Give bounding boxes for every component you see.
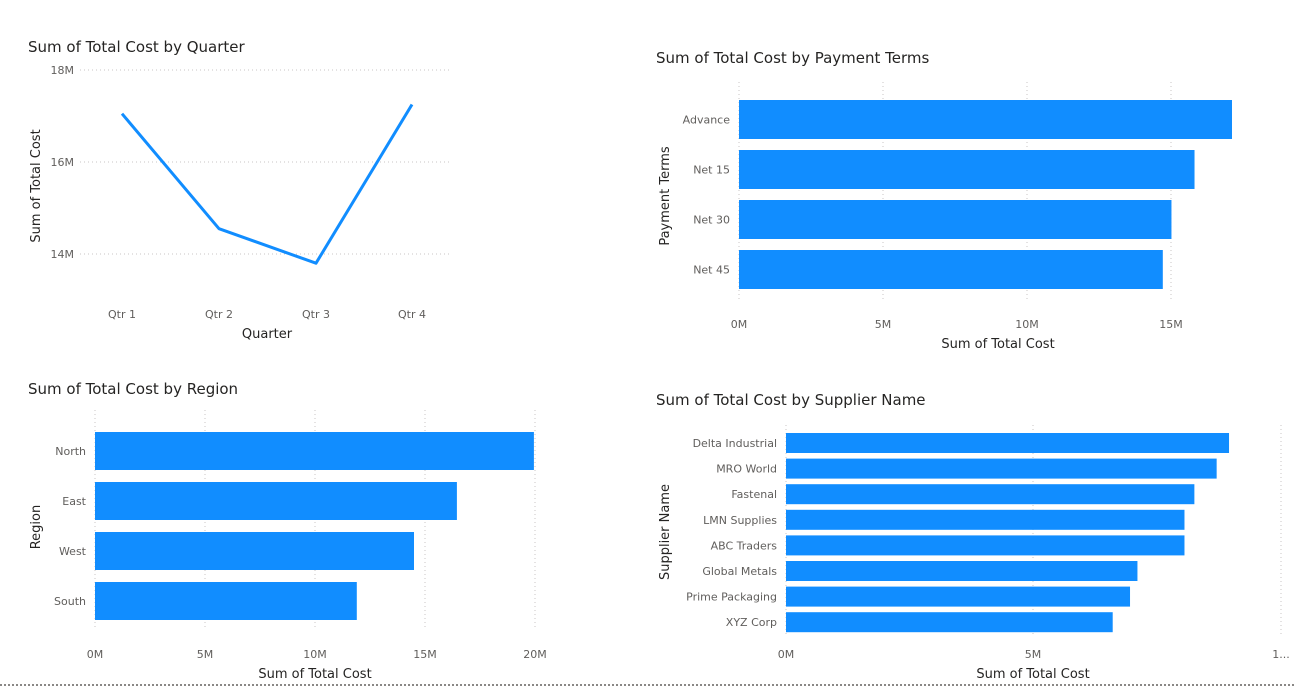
x-axis-title: Sum of Total Cost bbox=[258, 667, 371, 682]
bar-chart-plot: 0M 5M 10M 15M Advance Net 15 Net 30 Net 45 Sum o… bbox=[658, 82, 1232, 352]
y-tick-label: Advance bbox=[683, 114, 731, 127]
x-tick-label: 5M bbox=[1025, 648, 1042, 661]
x-tick-label: Qtr 2 bbox=[205, 308, 233, 321]
x-axis-title: Sum of Total Cost bbox=[976, 667, 1089, 682]
bar bbox=[786, 458, 1217, 479]
bar bbox=[786, 484, 1195, 505]
y-tick-label: Prime Packaging bbox=[686, 591, 777, 604]
bar bbox=[95, 532, 414, 570]
y-tick-label: MRO World bbox=[716, 463, 777, 476]
line-chart-plot: 14M 16M 18M Qtr 1 Qtr 2 Qtr 3 Qtr 4 Quarter Sum … bbox=[29, 64, 450, 342]
bar bbox=[786, 612, 1113, 633]
y-tick-label: North bbox=[55, 445, 86, 458]
y-tick-label: Net 45 bbox=[693, 264, 730, 277]
x-axis-title: Quarter bbox=[242, 327, 293, 342]
bar bbox=[786, 586, 1131, 607]
bar bbox=[786, 509, 1185, 530]
series-line bbox=[120, 103, 414, 265]
bar bbox=[786, 433, 1230, 453]
x-tick-label: 0M bbox=[87, 648, 104, 661]
y-axis-title: Region bbox=[29, 505, 44, 550]
bar bbox=[786, 535, 1185, 556]
chart-payment-terms: Sum of Total Cost by Payment Terms 0M 5M 1… bbox=[656, 49, 1232, 352]
bar bbox=[739, 150, 1195, 189]
y-tick-label: West bbox=[59, 545, 87, 558]
y-tick-label: Net 15 bbox=[693, 164, 730, 177]
y-tick-label: 14M bbox=[51, 248, 75, 261]
y-tick-label: Fastenal bbox=[731, 488, 777, 501]
bar bbox=[95, 482, 457, 520]
chart-quarter: Sum of Total Cost by Quarter 14M 16M 18M Qt… bbox=[0, 0, 640, 345]
y-tick-label: East bbox=[62, 495, 86, 508]
chart-region: Sum of Total Cost by Region 0M 5M 10M 15M 20… bbox=[0, 0, 640, 688]
bar bbox=[786, 561, 1138, 581]
bar bbox=[739, 100, 1232, 139]
y-tick-label: 18M bbox=[51, 64, 75, 77]
y-tick-label: ABC Traders bbox=[711, 539, 778, 552]
chart-title: Sum of Total Cost by Quarter bbox=[28, 38, 245, 56]
bar bbox=[95, 432, 534, 470]
chart-title: Sum of Total Cost by Region bbox=[28, 380, 239, 398]
y-tick-label: XYZ Corp bbox=[726, 616, 777, 629]
chart-title: Sum of Total Cost by Supplier Name bbox=[656, 391, 926, 409]
x-tick-label: 0M bbox=[778, 648, 795, 661]
x-tick-label: 5M bbox=[875, 318, 892, 331]
y-tick-label: LMN Supplies bbox=[703, 514, 777, 527]
x-tick-label: 10M bbox=[303, 648, 327, 661]
y-tick-label: South bbox=[54, 595, 86, 608]
bar bbox=[95, 582, 357, 620]
x-axis-title: Sum of Total Cost bbox=[941, 337, 1054, 352]
bar bbox=[739, 250, 1163, 289]
bar-chart-plot: 0M 5M 10M 15M 20M North East West South Sum of To… bbox=[29, 410, 547, 682]
x-tick-label: 20M bbox=[523, 648, 547, 661]
y-tick-label: Net 30 bbox=[693, 214, 730, 227]
x-tick-label: 15M bbox=[1159, 318, 1183, 331]
chart-title: Sum of Total Cost by Payment Terms bbox=[656, 49, 930, 67]
x-tick-label: 0M bbox=[731, 318, 748, 331]
x-tick-label: Qtr 1 bbox=[108, 308, 136, 321]
y-axis-title: Supplier Name bbox=[658, 484, 673, 580]
bar bbox=[739, 200, 1172, 239]
x-tick-label: 10M bbox=[1015, 318, 1039, 331]
x-tick-label: 5M bbox=[197, 648, 214, 661]
y-tick-label: Delta Industrial bbox=[693, 437, 777, 450]
y-axis-title: Sum of Total Cost bbox=[29, 129, 44, 242]
x-tick-label: 1... bbox=[1272, 648, 1290, 661]
x-tick-label: 15M bbox=[413, 648, 437, 661]
y-tick-label: 16M bbox=[51, 156, 75, 169]
y-axis-title: Payment Terms bbox=[658, 146, 673, 246]
y-tick-label: Global Metals bbox=[702, 565, 777, 578]
page-bottom-border bbox=[0, 684, 1294, 686]
x-tick-label: Qtr 3 bbox=[302, 308, 330, 321]
x-tick-label: Qtr 4 bbox=[398, 308, 426, 321]
